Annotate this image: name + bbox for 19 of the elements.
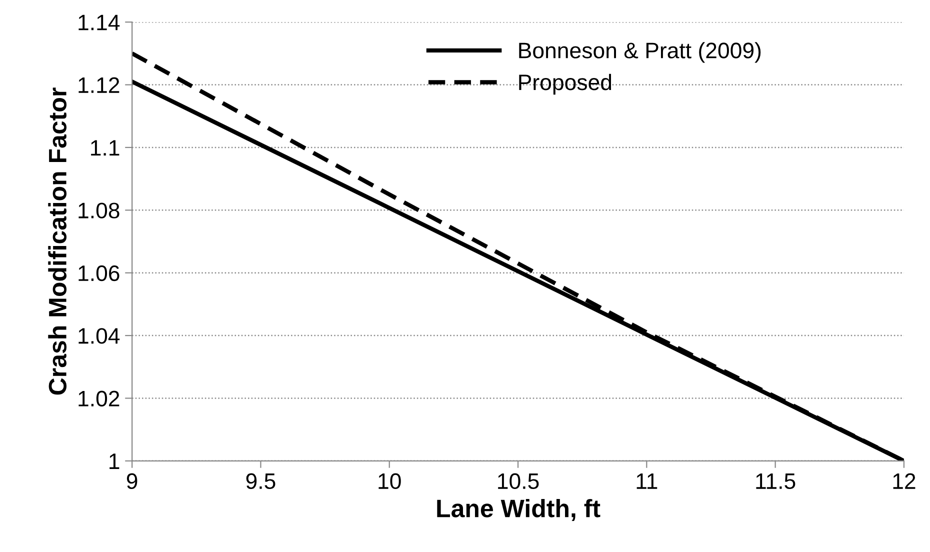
legend-label: Bonneson & Pratt (2009) [519,42,761,63]
y-tick-label: 1.12 [78,77,120,93]
x-tick-label: 9.5 [246,473,276,490]
y-tick-label: 1.06 [78,265,120,282]
y-axis-title: Crash Modification Factor [48,88,67,395]
y-tick-label: 1.14 [78,14,120,30]
x-tick-label: 10.5 [498,473,539,490]
y-tick-label: 1 [110,454,120,469]
x-tick-label: 12 [893,473,916,489]
x-tick-label: 11 [636,474,658,489]
x-tick-label: 11.5 [756,474,796,490]
y-tick-label: 1.1 [91,140,120,156]
x-tick-label: 10 [378,473,401,490]
y-tick-label: 1.08 [78,202,120,218]
x-tick-label: 9 [126,473,138,490]
legend-label: Proposed [519,74,612,95]
x-axis-title: Lane Width, ft [437,498,600,521]
y-tick-label: 1.04 [78,328,120,344]
y-tick-label: 1.02 [78,390,120,406]
